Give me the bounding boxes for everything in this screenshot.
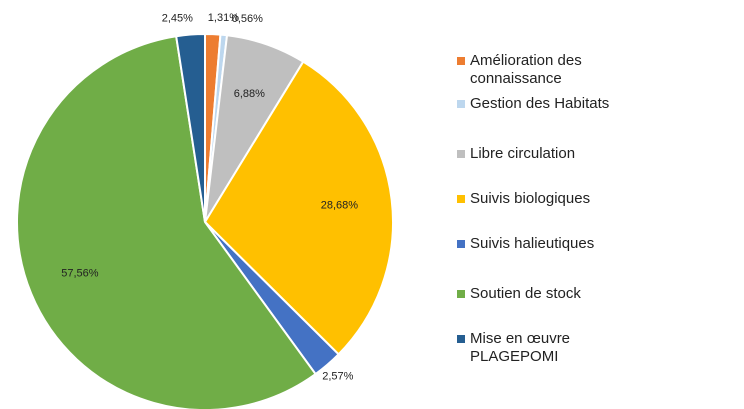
legend-item: Soutien de stock <box>457 285 650 303</box>
data-label: 0,56% <box>232 13 263 25</box>
legend-item: Suivis biologiques <box>457 190 650 208</box>
pie-slice <box>203 60 395 356</box>
legend-swatch <box>457 335 465 343</box>
legend-swatch <box>457 57 465 65</box>
data-label: 28,68% <box>321 200 359 212</box>
legend-label: Soutien de stock <box>470 285 581 302</box>
data-label: 6,88% <box>234 88 265 100</box>
legend-item: Amélioration des connaissance <box>457 52 650 88</box>
data-label: 57,56% <box>61 268 99 280</box>
legend-label: Mise en œuvre PLAGEPOMI <box>470 330 571 365</box>
data-label: 1,31% <box>208 12 239 24</box>
legend-swatch <box>457 290 465 298</box>
data-label: 2,57% <box>322 371 353 383</box>
legend-swatch <box>457 195 465 203</box>
legend-item: Libre circulation <box>457 145 650 163</box>
legend-label: Amélioration des connaissance <box>470 52 582 87</box>
data-label: 2,45% <box>162 13 193 25</box>
legend-label: Gestion des Habitats <box>470 95 610 112</box>
legend-item: Mise en œuvre PLAGEPOMI <box>457 330 650 366</box>
pie-slice <box>175 32 206 223</box>
legend-swatch <box>457 100 465 108</box>
legend-label: Suivis biologiques <box>470 190 591 207</box>
legend-item: Gestion des Habitats <box>457 95 650 113</box>
legend-label: Libre circulation <box>470 145 576 162</box>
legend-swatch <box>457 240 465 248</box>
legend-label: Suivis halieutiques <box>470 235 595 252</box>
legend-swatch <box>457 150 465 158</box>
legend-item: Suivis halieutiques <box>457 235 650 253</box>
